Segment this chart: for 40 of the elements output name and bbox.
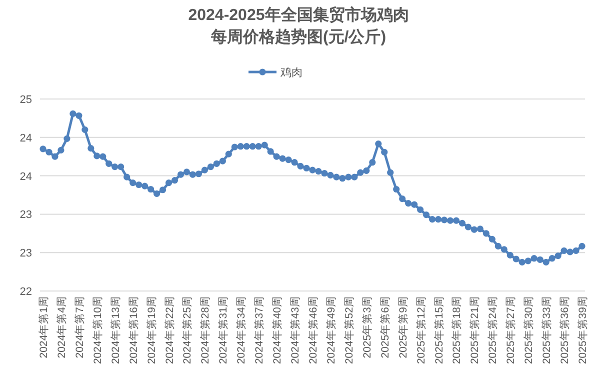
chart-title: 2024-2025年全国集贸市场鸡肉 — [188, 6, 409, 24]
x-tick-label: 2025年第15周 — [433, 296, 446, 364]
x-tick-label: 2025年第18周 — [451, 296, 464, 364]
y-tick-label: 25 — [20, 94, 32, 106]
x-tick-label: 2024年第22周 — [164, 296, 176, 364]
y-tick-label: 24 — [20, 170, 32, 183]
legend-label: 鸡肉 — [280, 67, 302, 79]
x-tick-label: 2024年第16周 — [128, 296, 140, 364]
x-tick-label: 2024年第19周 — [146, 296, 158, 364]
x-tick-label: 2025年第27周 — [505, 296, 518, 364]
x-tick-label: 2025年第12周 — [415, 296, 428, 364]
y-tick-label: 23 — [20, 209, 32, 222]
x-tick-label: 2025年第3周 — [361, 296, 374, 358]
x-tick-label: 2024年第13周 — [110, 296, 122, 364]
x-tick-label: 2025年第33周 — [541, 296, 554, 364]
x-tick-label: 2025年第9周 — [397, 296, 410, 358]
x-tick-label: 2024年第43周 — [290, 296, 302, 364]
x-tick-label: 2025年第6周 — [379, 296, 392, 358]
x-tick-label: 2025年第24周 — [487, 296, 500, 364]
x-tick-label: 2024年第49周 — [325, 296, 338, 364]
y-tick-label: 22 — [20, 286, 32, 298]
x-tick-label: 2024年第46周 — [308, 296, 320, 364]
x-tick-label: 2024年第40周 — [272, 296, 284, 364]
x-tick-label: 2024年第28周 — [200, 296, 212, 364]
x-tick-label: 2024年第52周 — [343, 296, 356, 364]
x-tick-label: 2025年第30周 — [523, 296, 536, 364]
x-tick-label: 2024年第10周 — [92, 296, 104, 364]
x-tick-label: 2025年第36周 — [559, 296, 572, 364]
x-tick-label: 2024年第37周 — [254, 296, 266, 364]
x-tick-label: 2024年第7周 — [74, 296, 86, 358]
x-tick-label: 2024年第31周 — [218, 296, 230, 364]
x-tick-label: 2024年第4周 — [56, 296, 68, 358]
x-tick-label: 2025年第39周 — [577, 296, 590, 364]
y-tick-label: 24 — [20, 132, 32, 144]
y-tick-label: 23 — [20, 248, 32, 260]
x-tick-label: 2024年第1周 — [38, 296, 50, 358]
x-tick-label: 2024年第34周 — [236, 296, 248, 364]
chart-subtitle: 每周价格趋势图(元/公斤) — [210, 28, 386, 46]
x-tick-label: 2024年第25周 — [182, 296, 194, 364]
x-tick-label: 2025年第21周 — [469, 296, 482, 364]
